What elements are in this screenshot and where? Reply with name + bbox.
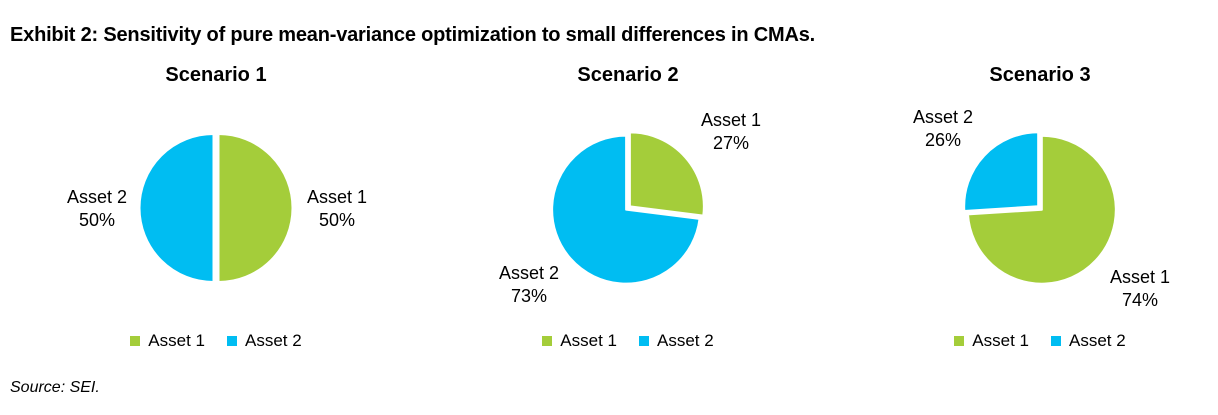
pie-callout-value: 50% bbox=[78, 210, 116, 230]
pie-callout-value: 50% bbox=[318, 210, 356, 230]
scenario-3-title: Scenario 3 bbox=[989, 64, 1091, 86]
pie-callout-name: Asset 2 bbox=[912, 107, 974, 127]
pie-callout-value: 26% bbox=[924, 130, 962, 150]
legend: Asset 1 Asset 2 bbox=[860, 331, 1218, 351]
scenario-2-panel: Scenario 2 Asset 1 27% Asset 2 73% Asset… bbox=[448, 60, 808, 400]
legend-label-asset1: Asset 1 bbox=[972, 331, 1029, 350]
scenario-2-title: Scenario 2 bbox=[577, 64, 679, 86]
pie-callout-value: 27% bbox=[712, 133, 750, 153]
legend-swatch-asset1 bbox=[954, 336, 965, 346]
legend-label-asset1: Asset 1 bbox=[148, 331, 205, 350]
legend-label-asset2: Asset 2 bbox=[657, 331, 714, 350]
legend-label-asset2: Asset 2 bbox=[1069, 331, 1126, 350]
pie-slice-asset-1 bbox=[628, 131, 705, 217]
legend: Asset 1 Asset 2 bbox=[36, 331, 396, 351]
legend-swatch-asset2 bbox=[227, 336, 237, 346]
pie-chart-scenario-1 bbox=[138, 133, 294, 283]
pie-callout-name: Asset 2 bbox=[66, 187, 128, 207]
legend-swatch-asset2 bbox=[639, 336, 649, 346]
pie-callout-name: Asset 1 bbox=[306, 187, 368, 207]
pie-callout-asset1: Asset 1 27% bbox=[683, 109, 779, 155]
scenario-1-panel: Scenario 1 Asset 1 50% Asset 2 50% Asset… bbox=[36, 60, 396, 400]
pie-callout-asset1: Asset 1 50% bbox=[289, 186, 385, 232]
pie-callout-asset2: Asset 2 26% bbox=[895, 106, 991, 152]
legend-swatch-asset1 bbox=[130, 336, 141, 346]
legend-label-asset1: Asset 1 bbox=[560, 331, 617, 350]
scenario-3-panel: Scenario 3 Asset 1 74% Asset 2 26% Asset… bbox=[860, 60, 1218, 400]
pie-slice-asset-1 bbox=[217, 133, 294, 283]
pie-callout-asset1: Asset 1 74% bbox=[1092, 266, 1188, 312]
legend: Asset 1 Asset 2 bbox=[448, 331, 808, 351]
legend-swatch-asset2 bbox=[1051, 336, 1061, 346]
source-note: Source: SEI. bbox=[10, 379, 100, 396]
pie-callout-name: Asset 1 bbox=[700, 110, 762, 130]
pie-chart-scenario-2 bbox=[551, 131, 705, 285]
legend-swatch-asset1 bbox=[542, 336, 553, 346]
legend-item-asset1: Asset 1 bbox=[130, 331, 205, 351]
pie-callout-value: 74% bbox=[1121, 290, 1159, 310]
pie-slice-asset-2 bbox=[551, 134, 701, 285]
pie-slice-asset-1 bbox=[966, 134, 1117, 285]
legend-item-asset2: Asset 2 bbox=[1051, 331, 1126, 351]
pie-callout-asset2: Asset 2 50% bbox=[49, 186, 145, 232]
legend-item-asset1: Asset 1 bbox=[542, 331, 617, 351]
legend-item-asset1: Asset 1 bbox=[954, 331, 1029, 351]
pie-callout-value: 73% bbox=[510, 286, 548, 306]
pie-callout-name: Asset 1 bbox=[1109, 267, 1171, 287]
pie-callout-asset2: Asset 2 73% bbox=[481, 262, 577, 308]
pie-slice-asset-2 bbox=[963, 131, 1040, 212]
legend-item-asset2: Asset 2 bbox=[227, 331, 302, 351]
pie-chart-scenario-3 bbox=[963, 131, 1117, 285]
pie-callout-name: Asset 2 bbox=[498, 263, 560, 283]
legend-item-asset2: Asset 2 bbox=[639, 331, 714, 351]
pie-slice-asset-2 bbox=[138, 133, 215, 283]
legend-label-asset2: Asset 2 bbox=[245, 331, 302, 350]
page-title: Exhibit 2: Sensitivity of pure mean-vari… bbox=[10, 24, 816, 47]
scenario-1-title: Scenario 1 bbox=[165, 64, 267, 86]
